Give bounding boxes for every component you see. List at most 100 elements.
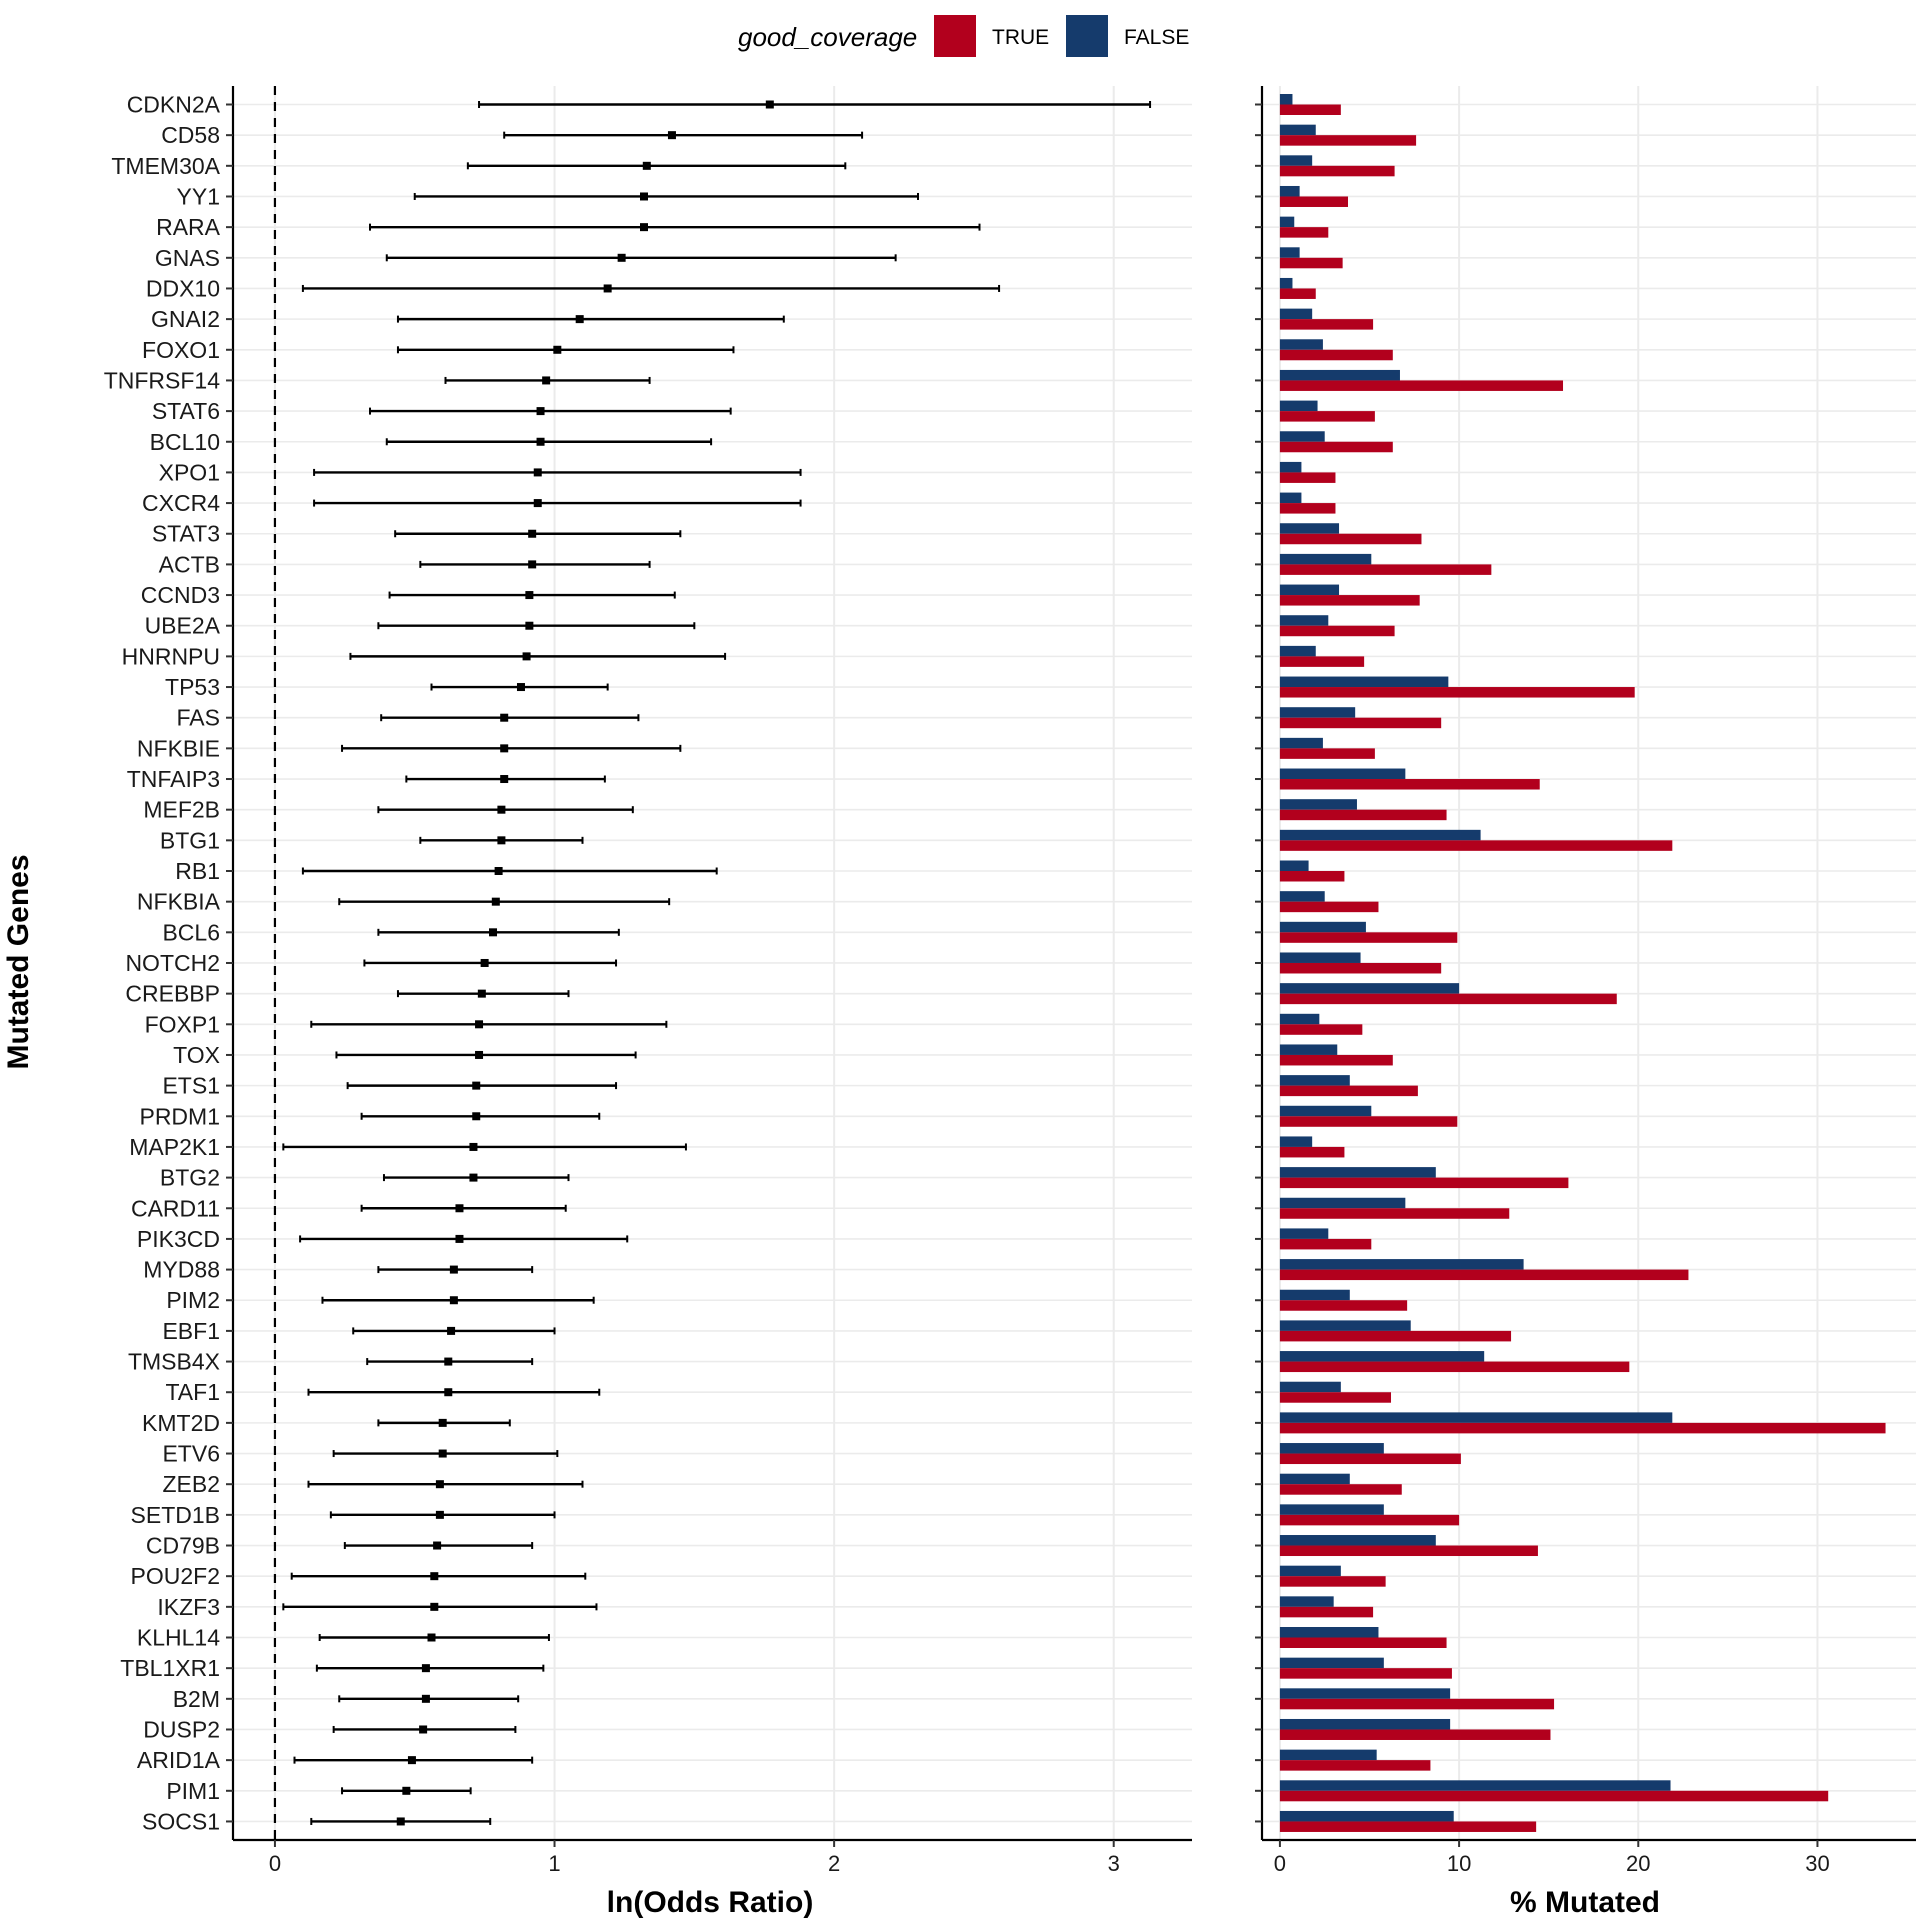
bar-true-rara — [1279, 227, 1329, 238]
bar-true-cd58 — [1279, 135, 1417, 146]
bar-false-map2k1 — [1279, 1136, 1313, 1147]
gene-label-bcl6: BCL6 — [162, 919, 220, 945]
gene-label-socs1: SOCS1 — [142, 1808, 220, 1834]
bar-false-card11 — [1279, 1197, 1406, 1209]
bar-false-tox — [1279, 1044, 1338, 1055]
bar-false-cd79b — [1279, 1535, 1436, 1546]
bar-true-foxo1 — [1279, 349, 1393, 361]
bar-true-tnfrsf14 — [1279, 380, 1564, 391]
bar-true-notch2 — [1279, 962, 1442, 974]
estimate-point-foxp1 — [475, 1020, 484, 1029]
legend-label-false: FALSE — [1124, 26, 1189, 49]
estimate-point-gnas — [617, 253, 626, 262]
bar-true-ccnd3 — [1279, 595, 1420, 606]
estimate-point-ccnd3 — [525, 591, 534, 600]
estimate-point-taf1 — [444, 1388, 453, 1397]
bar-false-pim1 — [1279, 1780, 1671, 1791]
estimate-point-notch2 — [480, 958, 489, 967]
bar-true-stat6 — [1279, 411, 1375, 422]
bar-true-pik3cd — [1279, 1238, 1372, 1250]
gene-label-btg1: BTG1 — [160, 827, 220, 853]
bar-true-gnas — [1279, 257, 1343, 269]
gene-label-xpo1: XPO1 — [159, 459, 220, 485]
estimate-point-zeb2 — [435, 1480, 444, 1489]
bar-true-arid1a — [1279, 1760, 1431, 1771]
bar-true-nfkbie — [1279, 748, 1375, 759]
bar-false-btg1 — [1279, 829, 1481, 841]
gene-label-ccnd3: CCND3 — [141, 582, 220, 608]
bar-x-axis-title: % Mutated — [1510, 1886, 1660, 1919]
estimate-point-ikzf3 — [430, 1602, 439, 1611]
bar-true-taf1 — [1279, 1392, 1392, 1403]
bar-true-hnrnpu — [1279, 656, 1365, 667]
gene-label-pik3cd: PIK3CD — [137, 1226, 220, 1252]
gene-label-gnas: GNAS — [155, 245, 220, 271]
estimate-point-ets1 — [472, 1081, 481, 1090]
gene-label-actb: ACTB — [159, 551, 220, 577]
bar-true-rb1 — [1279, 871, 1345, 882]
bar-false-actb — [1279, 553, 1372, 565]
gene-label-ddx10: DDX10 — [146, 275, 220, 301]
gene-label-tbl1xr1: TBL1XR1 — [120, 1655, 220, 1681]
bar-false-zeb2 — [1279, 1473, 1350, 1485]
bar-false-foxp1 — [1279, 1013, 1320, 1025]
gene-label-foxp1: FOXP1 — [145, 1011, 220, 1037]
gene-label-dusp2: DUSP2 — [143, 1716, 220, 1742]
gene-label-stat3: STAT3 — [152, 521, 220, 547]
gene-label-klhl14: KLHL14 — [137, 1625, 220, 1651]
gene-label-bcl10: BCL10 — [150, 429, 220, 455]
estimate-point-arid1a — [407, 1756, 416, 1765]
bar-axes: 0 10 20 30 — [1255, 86, 1916, 1876]
bar-false-btg2 — [1279, 1167, 1436, 1178]
forest-x-tick-label: 3 — [1108, 1851, 1120, 1876]
legend-swatch-false — [1066, 15, 1108, 57]
estimate-point-bcl6 — [489, 928, 498, 937]
bar-true-tp53 — [1279, 687, 1635, 698]
estimate-point-btg2 — [469, 1173, 478, 1182]
bar-false-bcl10 — [1279, 431, 1325, 442]
gene-label-tnfrsf14: TNFRSF14 — [104, 367, 221, 393]
estimate-point-xpo1 — [533, 468, 542, 477]
bar-true-socs1 — [1279, 1821, 1537, 1832]
gene-label-ikzf3: IKZF3 — [157, 1594, 220, 1620]
bar-true-crebbp — [1279, 993, 1617, 1005]
bar-false-setd1b — [1279, 1504, 1384, 1515]
gene-label-taf1: TAF1 — [165, 1379, 220, 1405]
bar-false-kmt2d — [1279, 1412, 1673, 1423]
estimate-point-myd88 — [449, 1265, 458, 1274]
bar-true-ikzf3 — [1279, 1606, 1374, 1618]
gene-label-nfkbie: NFKBIE — [137, 735, 220, 761]
bar-true-actb — [1279, 564, 1492, 575]
estimate-point-pim2 — [449, 1296, 458, 1305]
bar-true-yy1 — [1279, 196, 1349, 207]
estimate-point-tp53 — [516, 683, 525, 692]
estimate-point-pik3cd — [455, 1234, 464, 1243]
bar-false-yy1 — [1279, 185, 1300, 197]
estimate-point-ube2a — [525, 621, 534, 630]
bar-false-dusp2 — [1279, 1718, 1451, 1730]
bar-true-cdkn2a — [1279, 104, 1341, 115]
legend-label-true: TRUE — [992, 26, 1049, 49]
bar-false-rara — [1279, 216, 1295, 228]
gene-label-pim1: PIM1 — [166, 1778, 220, 1804]
estimate-point-cdkn2a — [765, 100, 774, 109]
bar-false-etv6 — [1279, 1443, 1384, 1454]
bar-false-taf1 — [1279, 1381, 1341, 1393]
bar-true-b2m — [1279, 1698, 1555, 1710]
gene-label-gnai2: GNAI2 — [151, 306, 220, 332]
bar-true-cxcr4 — [1279, 503, 1336, 514]
bar-x-tick-label: 10 — [1447, 1851, 1471, 1876]
estimate-point-ebf1 — [447, 1326, 456, 1335]
bar-true-nfkbia — [1279, 901, 1379, 913]
legend-swatch-true — [934, 15, 976, 57]
estimate-point-actb — [528, 560, 537, 569]
bar-true-mef2b — [1279, 809, 1447, 821]
estimate-point-map2k1 — [469, 1142, 478, 1151]
bar-true-ddx10 — [1279, 288, 1316, 299]
bar-false-gnas — [1279, 247, 1300, 258]
estimate-point-pim1 — [402, 1786, 411, 1795]
bar-true-tbl1xr1 — [1279, 1668, 1452, 1679]
gene-label-arid1a: ARID1A — [137, 1747, 221, 1773]
bar-false-tnfrsf14 — [1279, 369, 1400, 381]
estimate-point-setd1b — [435, 1510, 444, 1519]
